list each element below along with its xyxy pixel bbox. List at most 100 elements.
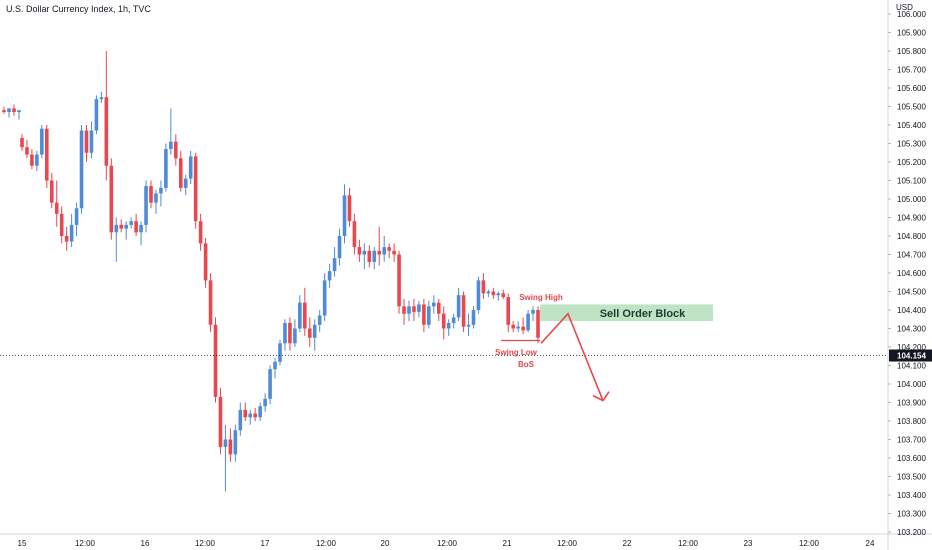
- y-tick-label: 103.500: [897, 473, 926, 482]
- candle: [54, 180, 59, 227]
- y-tick-label: 105.900: [897, 29, 926, 38]
- candle-body: [332, 258, 337, 272]
- candle-body: [466, 324, 471, 327]
- candle: [49, 173, 54, 209]
- candle: [104, 51, 109, 181]
- y-tick-label: 105.500: [897, 103, 926, 112]
- candle-body: [64, 236, 69, 242]
- x-tick-label: 16: [141, 539, 150, 548]
- candle: [392, 243, 396, 262]
- y-tick-label: 105.400: [897, 121, 926, 130]
- candle: [451, 313, 456, 329]
- candle: [521, 317, 525, 335]
- y-tick-label: 105.200: [897, 158, 926, 167]
- candle-body: [149, 186, 153, 203]
- candle-body: [253, 413, 257, 418]
- candle: [322, 273, 327, 322]
- candle: [347, 187, 352, 227]
- candle: [506, 293, 511, 333]
- candle: [511, 321, 515, 333]
- current-price-label: 104.154: [897, 352, 926, 361]
- bos-label: BoS: [518, 360, 535, 369]
- candle-body: [119, 224, 124, 229]
- candle: [174, 134, 178, 166]
- candle: [149, 180, 153, 209]
- candle-body: [486, 291, 491, 294]
- x-tick-label: 23: [744, 539, 753, 548]
- candle: [481, 273, 486, 299]
- candle: [412, 298, 416, 322]
- candle-body: [337, 236, 342, 259]
- candle-body: [427, 306, 431, 325]
- candle: [352, 213, 357, 255]
- candle-body: [94, 99, 99, 131]
- y-tick-label: 103.900: [897, 399, 926, 408]
- y-tick-label: 105.800: [897, 47, 926, 56]
- candle: [357, 239, 362, 262]
- x-tick-label: 12:00: [799, 539, 820, 548]
- candle: [169, 108, 173, 155]
- candle-body: [312, 324, 317, 338]
- candle: [312, 319, 317, 351]
- candle-body: [154, 193, 158, 203]
- candle-body: [258, 406, 262, 418]
- candle: [144, 180, 148, 233]
- candle-body: [40, 128, 44, 155]
- candle-body: [511, 324, 515, 329]
- candle: [377, 226, 382, 266]
- candle: [164, 143, 168, 192]
- candle: [213, 317, 218, 403]
- candle: [288, 317, 292, 351]
- x-tick-label: 22: [623, 539, 632, 548]
- candle-body: [516, 326, 520, 329]
- candle: [382, 236, 386, 262]
- y-tick-label: 104.700: [897, 251, 926, 260]
- x-tick-label: 24: [866, 539, 875, 548]
- candle: [228, 428, 233, 462]
- candle-body: [139, 224, 143, 233]
- candle: [283, 319, 287, 351]
- candle: [129, 217, 133, 229]
- candle-body: [12, 108, 16, 113]
- candle-body: [446, 322, 451, 329]
- candle-body: [59, 213, 64, 236]
- candle-body: [183, 178, 188, 188]
- candle: [45, 125, 49, 188]
- candle: [238, 402, 243, 436]
- candle: [208, 273, 213, 333]
- candle-body: [69, 224, 74, 242]
- candle: [7, 108, 11, 118]
- candle: [327, 263, 332, 288]
- candle: [188, 150, 193, 185]
- candle: [417, 300, 421, 318]
- y-tick-label: 103.600: [897, 454, 926, 463]
- candle: [59, 206, 64, 244]
- candle: [183, 174, 188, 196]
- candle-body: [298, 302, 302, 329]
- candle: [446, 319, 451, 336]
- candle-body: [223, 439, 228, 447]
- candle: [198, 213, 203, 251]
- y-tick-label: 104.500: [897, 288, 926, 297]
- candle-body: [432, 302, 436, 307]
- candle: [25, 139, 29, 159]
- candle: [471, 306, 476, 329]
- candle: [536, 306, 540, 344]
- y-tick-label: 104.000: [897, 380, 926, 389]
- candle: [466, 313, 471, 336]
- candle-body: [198, 221, 203, 244]
- candle-body: [203, 243, 208, 281]
- candle-body: [397, 254, 401, 307]
- candle: [397, 250, 401, 314]
- candle: [441, 306, 446, 340]
- candle: [422, 298, 426, 333]
- x-tick-label: 17: [261, 539, 270, 548]
- y-tick-label: 104.900: [897, 214, 926, 223]
- candle-body: [243, 409, 248, 418]
- current-price-tag: [889, 349, 932, 362]
- candle-body: [188, 156, 193, 179]
- candle: [139, 221, 143, 246]
- candle-body: [441, 313, 446, 329]
- candle-body: [422, 304, 426, 325]
